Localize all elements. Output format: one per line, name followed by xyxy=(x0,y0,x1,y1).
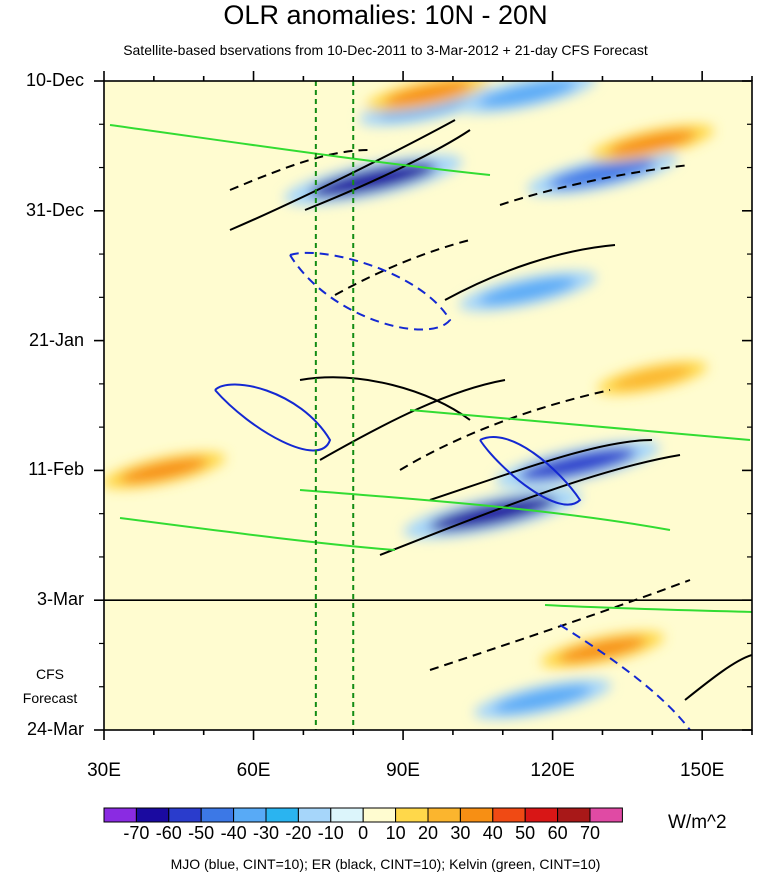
er-contour xyxy=(379,454,681,556)
x-tick-label: 150E xyxy=(679,760,725,781)
anomaly-core xyxy=(493,685,592,713)
x-tick-label: 60E xyxy=(236,760,271,781)
colorbar-swatch xyxy=(330,807,364,823)
mjo-contour xyxy=(479,436,582,506)
x-tick-label: 90E xyxy=(386,760,420,781)
er-contour xyxy=(429,439,653,501)
colorbar-label: 60 xyxy=(547,823,568,843)
colorbar-swatch xyxy=(233,807,267,823)
mjo-contour xyxy=(289,251,452,331)
kelvin-contour xyxy=(109,124,491,176)
mjo-contour xyxy=(214,383,332,452)
wave-contours xyxy=(109,119,752,730)
colorbar xyxy=(103,807,623,823)
er-contour xyxy=(429,579,691,671)
colorbar-swatch xyxy=(589,807,623,823)
y-tick-label: 24-Mar xyxy=(26,719,84,739)
x-tick-label: 30E xyxy=(87,760,121,781)
er-contour xyxy=(229,119,456,231)
anomaly-core xyxy=(478,277,577,306)
kelvin-contour xyxy=(299,489,671,531)
er-contour xyxy=(229,149,371,191)
er-contour xyxy=(444,244,616,301)
anomaly-core xyxy=(518,447,637,481)
anomaly-core xyxy=(383,81,473,107)
colorbar-swatch xyxy=(265,807,299,823)
kelvin-contour xyxy=(409,409,751,441)
axis-ticks xyxy=(94,71,753,740)
colorbar-label: -20 xyxy=(285,823,312,843)
colorbar-swatch xyxy=(459,807,494,823)
anomaly-core xyxy=(558,636,647,663)
chart-title: OLR anomalies: 10N - 20N xyxy=(223,0,548,30)
colorbar-swatch xyxy=(135,807,170,823)
colorbar-label: -10 xyxy=(317,823,344,843)
colorbar-swatch xyxy=(557,807,591,823)
x-tick-label: 120E xyxy=(530,760,575,781)
plot-frame xyxy=(103,80,753,731)
anomaly-core xyxy=(478,81,577,108)
colorbar-label: 0 xyxy=(358,823,369,843)
colorbar-swatch xyxy=(168,807,202,823)
y-tick-label: 11-Feb xyxy=(28,459,84,480)
er-contour xyxy=(399,389,611,471)
colorbar-swatch xyxy=(297,807,332,823)
colorbar-swatch xyxy=(103,807,137,823)
mjo-contour xyxy=(559,624,691,730)
reference-lines xyxy=(314,81,355,730)
er-contour xyxy=(499,164,691,206)
y-tick-label: 31-Dec xyxy=(25,199,84,220)
kelvin-contour xyxy=(544,604,752,613)
er-contour xyxy=(684,654,752,701)
anomaly-core xyxy=(119,457,208,484)
chart-subtitle: Satellite-based bservations from 10-Dec-… xyxy=(123,42,648,58)
anomaly-core xyxy=(613,366,692,390)
er-contour xyxy=(304,129,471,211)
colorbar-swatch xyxy=(492,807,526,823)
kelvin-contour xyxy=(119,517,396,551)
colorbar-label: -60 xyxy=(155,823,182,843)
y-tick-label: 10-Dec xyxy=(25,70,84,90)
colorbar-units: W/m^2 xyxy=(668,812,727,833)
anomaly-core xyxy=(608,130,697,156)
colorbar-label: 70 xyxy=(579,823,601,843)
colorbar-label: -30 xyxy=(252,823,280,843)
colorbar-swatch xyxy=(200,807,235,823)
er-contour xyxy=(319,379,506,461)
colorbar-label: 50 xyxy=(515,823,536,843)
anomaly-blobs xyxy=(104,81,714,720)
colorbar-swatch xyxy=(524,807,559,823)
contour-caption: MJO (blue, CINT=10); ER (black, CINT=10)… xyxy=(170,856,601,872)
colorbar-swatch xyxy=(427,807,461,823)
y-tick-label: 3-Mar xyxy=(36,589,84,610)
anomaly-core xyxy=(548,158,657,189)
colorbar-label: -40 xyxy=(220,823,247,843)
colorbar-label: 40 xyxy=(482,823,503,843)
colorbar-label: 20 xyxy=(417,823,439,843)
y-tick-label: 21-Jan xyxy=(28,329,84,350)
er-contour xyxy=(299,376,471,421)
colorbar-label: -70 xyxy=(123,823,150,843)
forecast-note-line2: Forecast xyxy=(22,690,78,706)
colorbar-swatch xyxy=(362,807,397,823)
colorbar-label: 30 xyxy=(450,823,471,843)
colorbar-label: -50 xyxy=(188,823,215,843)
colorbar-label: 10 xyxy=(385,823,406,843)
er-contour xyxy=(334,239,471,296)
forecast-note-line1: CFS xyxy=(36,666,64,682)
olr-field xyxy=(104,81,714,720)
colorbar-swatch xyxy=(395,807,429,823)
